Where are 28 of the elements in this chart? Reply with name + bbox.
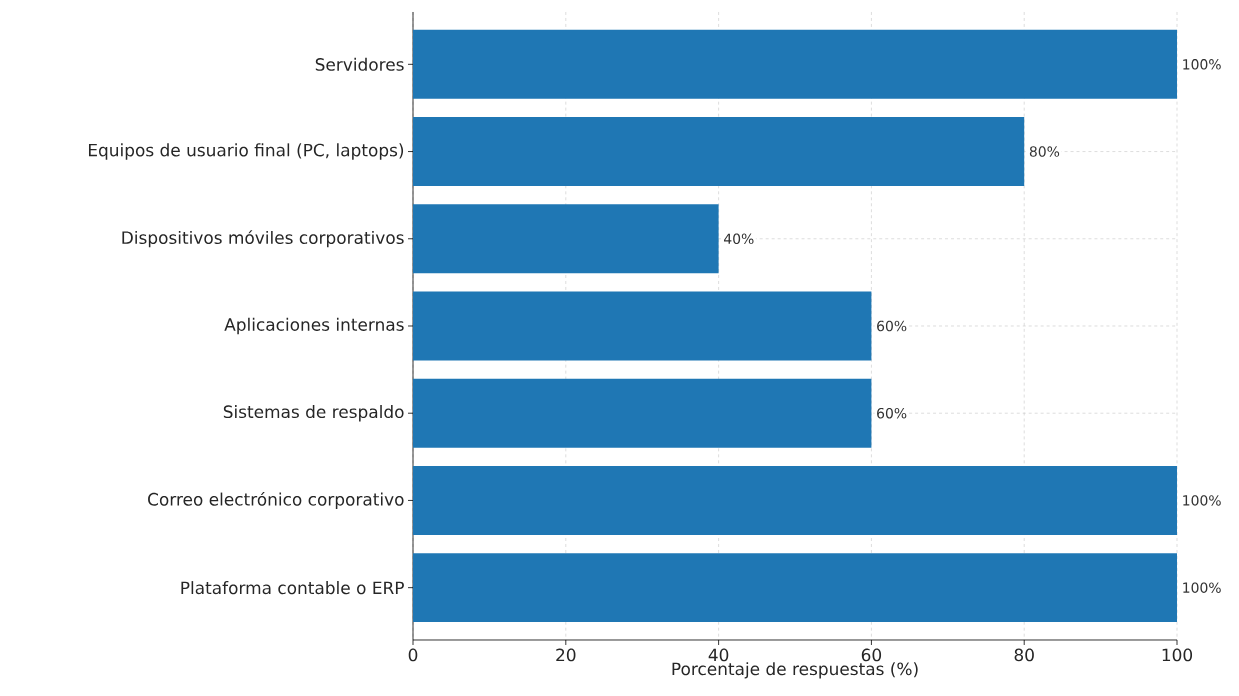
data-label: 40% (724, 233, 754, 245)
data-label: 60% (877, 320, 907, 332)
y-tick-label: Servidores (315, 57, 404, 71)
data-label: 100% (1183, 59, 1221, 70)
bar (413, 291, 872, 361)
x-tick-label: 0 (408, 648, 418, 662)
data-label: 60% (877, 407, 907, 419)
data-label: 100% (1183, 495, 1221, 506)
y-tick-label: Equipos de usuario final (PC, laptops) (88, 143, 404, 160)
data-label: 100% (1183, 582, 1221, 593)
y-tick-label: Aplicaciones internas (224, 317, 404, 335)
y-tick-label: Sistemas de respaldo (223, 405, 404, 422)
bar (413, 204, 719, 274)
data-label: 80% (1029, 146, 1060, 157)
bar (413, 29, 1178, 99)
bar (413, 553, 1178, 623)
bar (413, 465, 1178, 535)
x-tick-label: 60 (861, 648, 882, 662)
x-tick-label: 80 (1014, 648, 1034, 662)
bar (413, 378, 872, 448)
y-tick-label: Correo electrónico corporativo (148, 491, 404, 509)
x-axis-title: Porcentaje de respuestas (%) (672, 662, 918, 679)
x-tick-label: 100 (1162, 648, 1193, 662)
x-tick-label: 40 (708, 648, 729, 662)
bar (413, 117, 1025, 186)
x-tick-label: 20 (556, 648, 576, 662)
y-tick-label: Plataforma contable o ERP (181, 581, 404, 595)
y-tick-label: Dispositivos móviles corporativos (122, 230, 404, 248)
